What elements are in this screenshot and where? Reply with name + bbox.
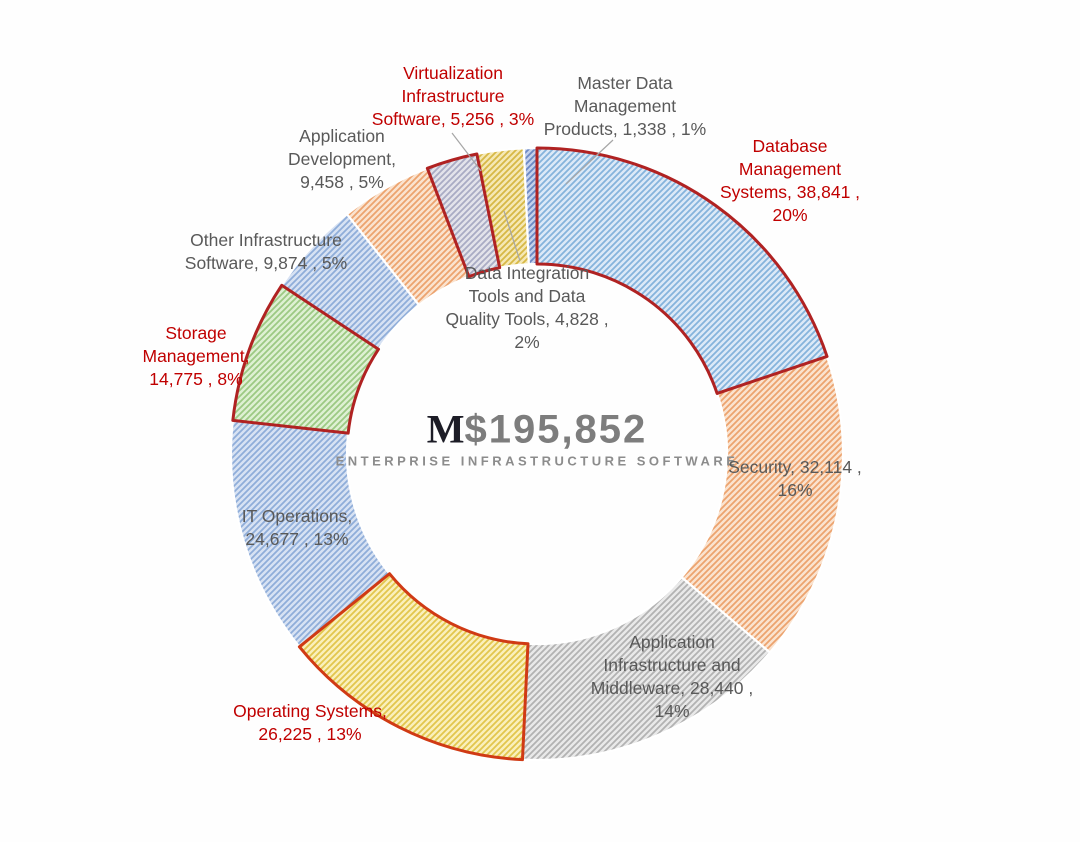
chart-center-total: M$195,852 ENTERPRISE INFRASTRUCTURE SOFT… (287, 406, 787, 469)
segment-operating-systems (297, 572, 530, 762)
total-amount: $195,852 (464, 407, 648, 452)
leader-lines (451, 132, 614, 262)
chart-subtitle: ENTERPRISE INFRASTRUCTURE SOFTWARE (335, 453, 739, 469)
total-value: M$195,852 (287, 406, 787, 452)
currency-prefix: M (426, 406, 465, 452)
segment-storage-management (231, 283, 380, 435)
segment-virtualization-infrastructure-software (425, 152, 502, 279)
segment-database-management-systems (535, 146, 829, 395)
leader-line-data-integration (503, 210, 521, 262)
leader-line-virtualization (451, 132, 482, 172)
leader-line-master-data (565, 139, 614, 185)
